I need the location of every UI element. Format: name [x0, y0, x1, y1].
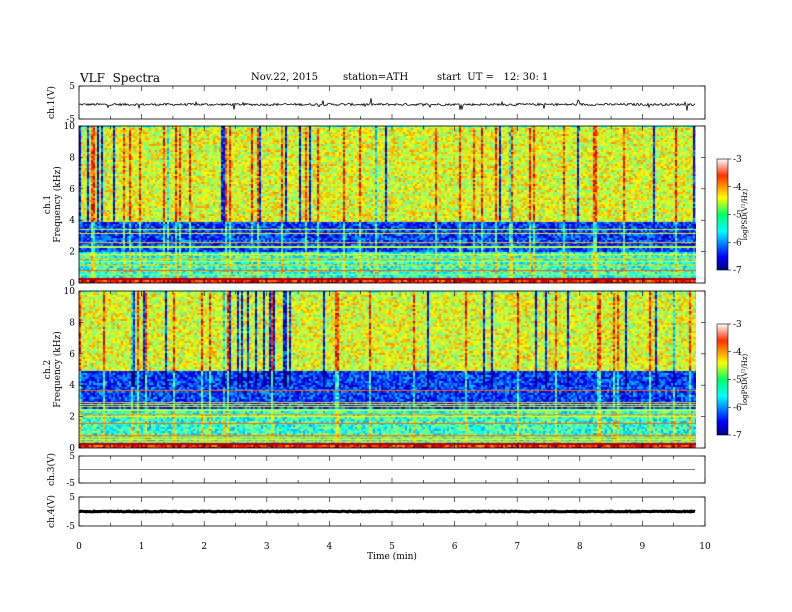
y-tick-label: 5 — [69, 452, 75, 462]
y-axis-label: Frequency (kHz) — [52, 166, 63, 243]
colorbar — [716, 323, 729, 436]
y-tick-label: 8 — [69, 153, 75, 163]
spectrogram-ch2 — [79, 291, 696, 448]
y-tick-label: 2 — [69, 413, 75, 423]
x-tick-label: 6 — [452, 542, 458, 552]
y-axis-label: ch.1 — [43, 195, 53, 214]
x-tick-label: 8 — [577, 542, 583, 552]
y-tick-label: 10 — [64, 122, 76, 132]
x-tick-label: 3 — [264, 542, 270, 552]
x-tick-label: 9 — [640, 542, 646, 552]
x-tick-label: 0 — [76, 542, 82, 552]
y-tick-label: 4 — [69, 216, 75, 226]
y-tick-label: 6 — [69, 185, 75, 195]
y-axis-label: ch.2 — [43, 360, 53, 379]
y-axis-label: Frequency (kHz) — [52, 331, 63, 408]
y-axis-label: ch.1(V) — [46, 86, 57, 119]
y-tick-label: 8 — [69, 318, 75, 328]
y-tick-label: -5 — [66, 522, 75, 532]
colorbar-label: logPSD(V²/Hz) — [741, 188, 749, 240]
chart-title: VLF Spectra — [80, 71, 161, 85]
x-tick-label: 4 — [327, 542, 333, 552]
date-label: Nov.22, 2015 — [251, 72, 318, 83]
x-tick-label: 7 — [514, 542, 520, 552]
y-tick-label: -5 — [66, 115, 75, 125]
y-tick-label: 5 — [69, 493, 75, 503]
colorbar-tick-label: -7 — [733, 431, 742, 441]
y-tick-label: 4 — [69, 381, 75, 391]
colorbar-tick-label: -5 — [733, 211, 742, 221]
spectrogram-ch1 — [79, 126, 696, 283]
colorbar-tick-label: -4 — [733, 348, 742, 358]
y-tick-label: 5 — [69, 82, 75, 92]
x-tick-label: 5 — [389, 542, 395, 552]
x-tick-label: 1 — [139, 542, 145, 552]
colorbar-tick-label: -5 — [733, 376, 742, 386]
station-label: station=ATH — [343, 72, 409, 83]
series-line-ch1 — [78, 98, 696, 111]
colorbar-label: logPSD(V²/Hz) — [741, 353, 749, 405]
y-tick-label: 0 — [69, 444, 75, 454]
colorbar-tick-label: -7 — [733, 266, 742, 276]
x-tick-label: 10 — [699, 542, 711, 552]
colorbar-tick-label: -6 — [733, 238, 742, 248]
colorbar — [716, 158, 729, 271]
x-axis-label: Time (min) — [367, 551, 417, 562]
y-tick-label: 0 — [69, 279, 75, 289]
series-line-ch4 — [78, 509, 696, 514]
y-axis-label: ch.4(V) — [46, 495, 57, 528]
y-tick-label: -5 — [66, 479, 75, 489]
x-tick-label: 2 — [201, 542, 207, 552]
start-time-label: start UT = 12: 30: 1 — [437, 72, 549, 83]
y-tick-label: 6 — [69, 350, 75, 360]
colorbar-tick-label: -4 — [733, 183, 742, 193]
y-tick-label: 2 — [69, 248, 75, 258]
colorbar-tick-label: -6 — [733, 403, 742, 413]
colorbar-tick-label: -3 — [733, 155, 742, 165]
y-axis-label: ch.3(V) — [46, 453, 57, 486]
colorbar-tick-label: -3 — [733, 320, 742, 330]
y-tick-label: 10 — [64, 287, 76, 297]
